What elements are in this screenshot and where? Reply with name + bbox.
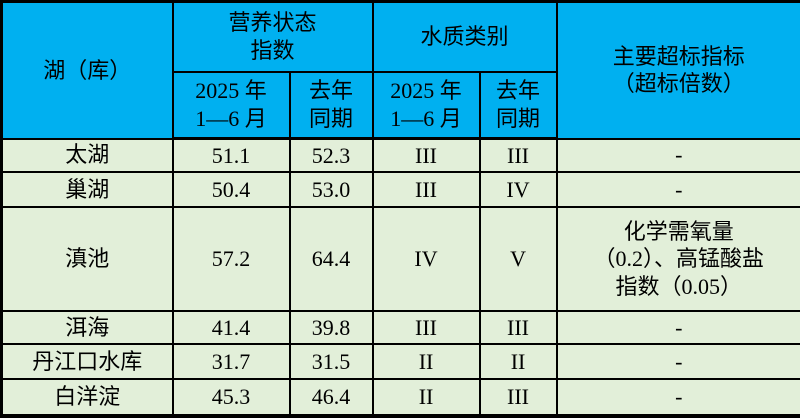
header-quality-period-current: 2025 年 1—6 月 — [371, 70, 481, 140]
header-quality-group: 水质类别 — [371, 0, 558, 73]
lake-name-cell: 太湖 — [0, 137, 174, 173]
lake-name-cell: 丹江口水库 — [0, 343, 174, 381]
nutrition-current-cell: 50.4 — [171, 170, 291, 209]
indicator-cell: - — [555, 343, 800, 381]
header-quality-period-last: 去年 同期 — [478, 70, 558, 140]
quality-last-cell: IV — [478, 170, 558, 209]
lake-name-cell: 白洋淀 — [0, 378, 174, 417]
lake-name-cell: 滇池 — [0, 206, 174, 312]
nutrition-current-cell: 51.1 — [171, 137, 291, 173]
indicator-cell: - — [555, 309, 800, 346]
indicator-cell: - — [555, 378, 800, 417]
table-row: 滇池 57.2 64.4 IV V 化学需氧量 （0.2）、高锰酸盐 指数（0.… — [0, 206, 800, 312]
nutrition-current-cell: 31.7 — [171, 343, 291, 381]
header-nutrition-period-last: 去年 同期 — [288, 70, 374, 140]
header-indicator-group: 主要超标指标 （超标倍数） — [555, 0, 800, 140]
nutrition-last-cell: 46.4 — [288, 378, 374, 417]
table-row: 丹江口水库 31.7 31.5 II II - — [0, 343, 800, 381]
quality-last-cell: V — [478, 206, 558, 312]
quality-current-cell: III — [371, 170, 481, 209]
lake-name-cell: 巢湖 — [0, 170, 174, 209]
table-row: 太湖 51.1 52.3 III III - — [0, 137, 800, 173]
header-nutrition-period-current: 2025 年 1—6 月 — [171, 70, 291, 140]
lake-name-cell: 洱海 — [0, 309, 174, 346]
table-row: 洱海 41.4 39.8 III III - — [0, 309, 800, 346]
table-row: 巢湖 50.4 53.0 III IV - — [0, 170, 800, 209]
quality-current-cell: III — [371, 137, 481, 173]
quality-current-cell: II — [371, 343, 481, 381]
nutrition-current-cell: 45.3 — [171, 378, 291, 417]
nutrition-last-cell: 64.4 — [288, 206, 374, 312]
nutrition-current-cell: 57.2 — [171, 206, 291, 312]
nutrition-current-cell: 41.4 — [171, 309, 291, 346]
quality-current-cell: II — [371, 378, 481, 417]
quality-current-cell: III — [371, 309, 481, 346]
header-row-groups: 湖（库） 营养状态 指数 水质类别 主要超标指标 （超标倍数） — [0, 0, 800, 140]
indicator-cell: - — [555, 170, 800, 209]
quality-last-cell: III — [478, 137, 558, 173]
nutrition-last-cell: 39.8 — [288, 309, 374, 346]
quality-last-cell: III — [478, 378, 558, 417]
header-lake-column: 湖（库） — [0, 0, 174, 140]
header-row-periods: 2025 年 1—6 月 去年 同期 2025 年 1—6 月 去年 同期 — [2, 70, 800, 140]
indicator-cell: - — [555, 137, 800, 173]
nutrition-last-cell: 52.3 — [288, 137, 374, 173]
quality-last-cell: III — [478, 309, 558, 346]
quality-current-cell: IV — [371, 206, 481, 312]
nutrition-last-cell: 53.0 — [288, 170, 374, 209]
header-nutrition-group: 营养状态 指数 — [171, 0, 374, 73]
nutrition-last-cell: 31.5 — [288, 343, 374, 381]
table-row: 白洋淀 45.3 46.4 II III - — [0, 378, 800, 417]
quality-last-cell: II — [478, 343, 558, 381]
indicator-cell: 化学需氧量 （0.2）、高锰酸盐 指数（0.05） — [555, 206, 800, 312]
